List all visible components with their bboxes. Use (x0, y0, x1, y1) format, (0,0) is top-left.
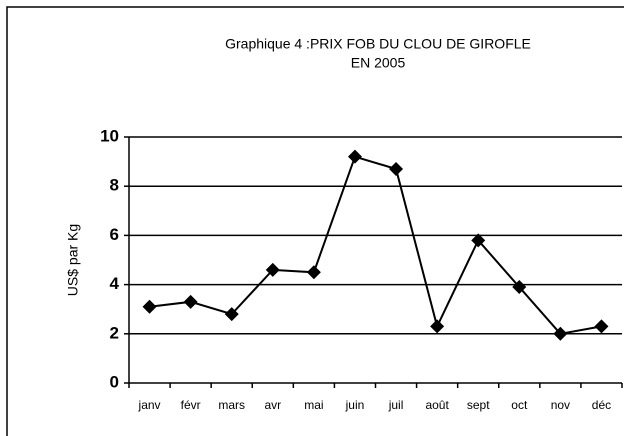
data-marker (553, 326, 568, 341)
data-marker (347, 149, 362, 164)
x-tick-label: juin (345, 398, 365, 412)
y-tick-label: 2 (110, 323, 119, 342)
x-tick-label: déc (592, 398, 611, 412)
data-marker (306, 265, 321, 280)
y-axis-label: US$ par Kg (65, 224, 81, 296)
chart-title: EN 2005 (351, 55, 406, 71)
data-marker (265, 262, 280, 277)
x-tick-label: janv (138, 398, 161, 412)
x-tick-label: mars (218, 398, 245, 412)
data-marker (142, 299, 157, 314)
data-marker (224, 307, 239, 322)
x-tick-label: juil (388, 398, 404, 412)
y-tick-label: 10 (100, 126, 119, 145)
data-marker (183, 294, 198, 309)
data-marker (512, 280, 527, 295)
y-tick-label: 6 (110, 225, 119, 244)
x-tick-label: févr (181, 398, 201, 412)
y-tick-label: 4 (110, 274, 120, 293)
x-tick-label: nov (551, 398, 570, 412)
x-tick-label: août (425, 398, 449, 412)
x-tick-label: mai (304, 398, 323, 412)
data-marker (389, 161, 404, 176)
data-marker (471, 233, 486, 248)
x-tick-label: sept (467, 398, 490, 412)
chart-title: Graphique 4 :PRIX FOB DU CLOU DE GIROFLE (225, 36, 531, 52)
y-tick-label: 8 (110, 176, 119, 195)
data-marker (594, 319, 609, 334)
data-marker (430, 319, 445, 334)
data-line (149, 155, 602, 335)
chart-frame (6, 6, 624, 436)
x-tick-label: avr (264, 398, 281, 412)
y-tick-label: 0 (110, 372, 119, 391)
x-tick-label: oct (511, 398, 528, 412)
